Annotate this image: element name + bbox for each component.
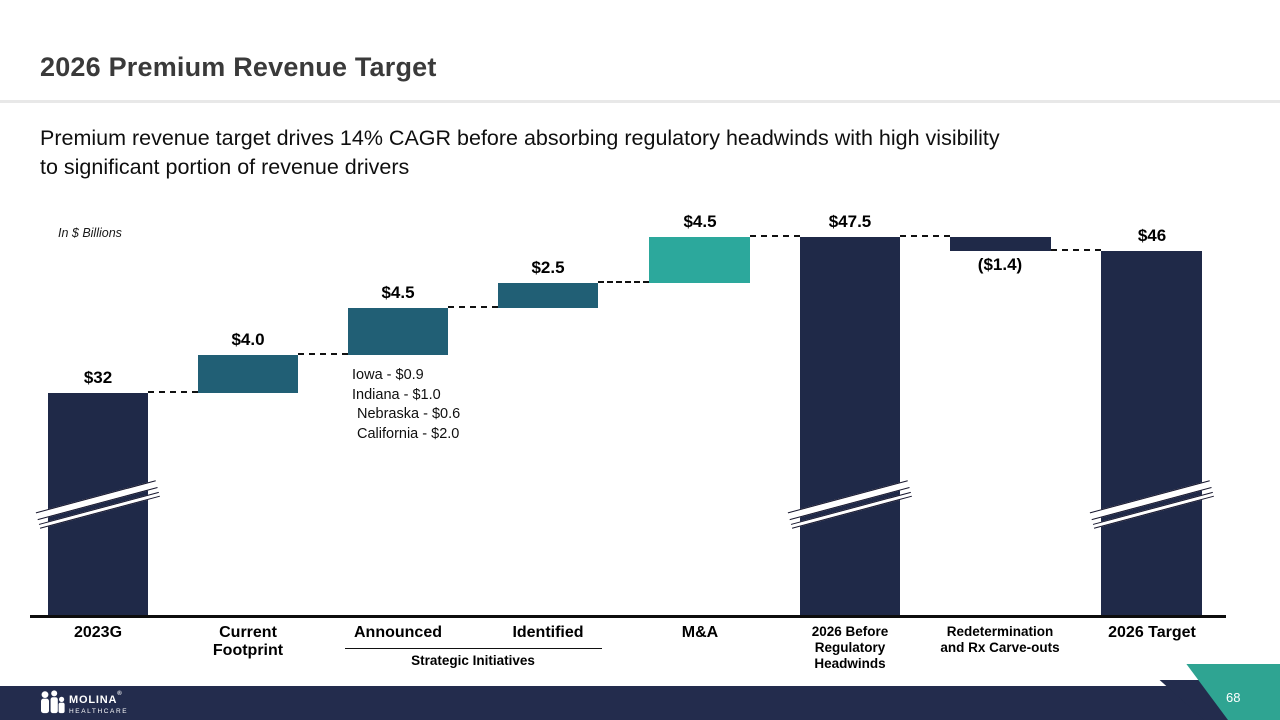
category-label: 2026 Before Regulatory Headwinds <box>811 624 889 671</box>
category-label: Current Footprint <box>212 624 284 659</box>
logo-subtext: HEALTHCARE <box>69 707 129 715</box>
connector-dash <box>298 353 348 355</box>
bar-value-label: $47.5 <box>828 212 872 231</box>
bar-redetermination <box>950 237 1051 251</box>
connector-dash <box>148 391 198 393</box>
annotation-line: Iowa - $0.9 <box>352 367 424 383</box>
bar-identified <box>498 283 598 308</box>
annotation-line: Nebraska - $0.6 <box>357 406 461 422</box>
molina-healthcare-logo: MOLINA® HEALTHCARE <box>38 690 128 716</box>
annotation-line: California - $2.0 <box>357 425 460 442</box>
bar-value-label: $32 <box>83 368 113 387</box>
bar-2026-before-headwinds <box>800 237 900 615</box>
page-number: 68 <box>1226 690 1241 705</box>
connector-dash <box>598 281 649 283</box>
molina-family-icon <box>41 690 65 714</box>
units-note: In $ Billions <box>58 226 122 240</box>
category-label: Redetermination and Rx Carve-outs <box>940 624 1060 655</box>
registered-mark: ® <box>117 691 123 697</box>
connector-dash <box>900 235 950 237</box>
connector-dash <box>448 306 498 308</box>
category-label: 2026 Target <box>1108 624 1196 641</box>
footer-bar <box>0 686 1280 720</box>
bar-value-label: $4.5 <box>683 212 717 231</box>
identified-annotation: Iowa - $0.9 Indiana - $1.0 Nebraska - $0… <box>352 366 460 444</box>
category-label: 2023G <box>73 624 123 641</box>
category-label: Announced <box>354 624 442 641</box>
logo-wordmark: MOLINA <box>69 694 118 706</box>
bar-value-label: $4.5 <box>381 283 415 302</box>
title-divider <box>0 100 1280 103</box>
bar-value-label: $4.0 <box>231 330 265 349</box>
group-label: Strategic Initiatives <box>411 653 535 668</box>
x-axis-line <box>30 615 1226 618</box>
page-title: 2026 Premium Revenue Target <box>40 52 437 82</box>
bar-value-label: $46 <box>1137 226 1167 245</box>
category-label: Identified <box>512 624 584 641</box>
slide-subtitle: Premium revenue target drives 14% CAGR b… <box>40 126 1000 179</box>
bar-2026-target <box>1101 251 1202 615</box>
annotation-line: Indiana - $1.0 <box>352 386 441 403</box>
bar-current-footprint <box>198 355 298 393</box>
bar-value-label: $2.5 <box>531 258 565 277</box>
bar-ma <box>649 237 750 283</box>
connector-dash <box>750 235 800 237</box>
connector-dash <box>1051 249 1101 251</box>
bar-value-label: ($1.4) <box>977 255 1023 274</box>
bar-announced <box>348 308 448 355</box>
category-label: M&A <box>681 624 719 641</box>
group-underline <box>345 648 602 649</box>
